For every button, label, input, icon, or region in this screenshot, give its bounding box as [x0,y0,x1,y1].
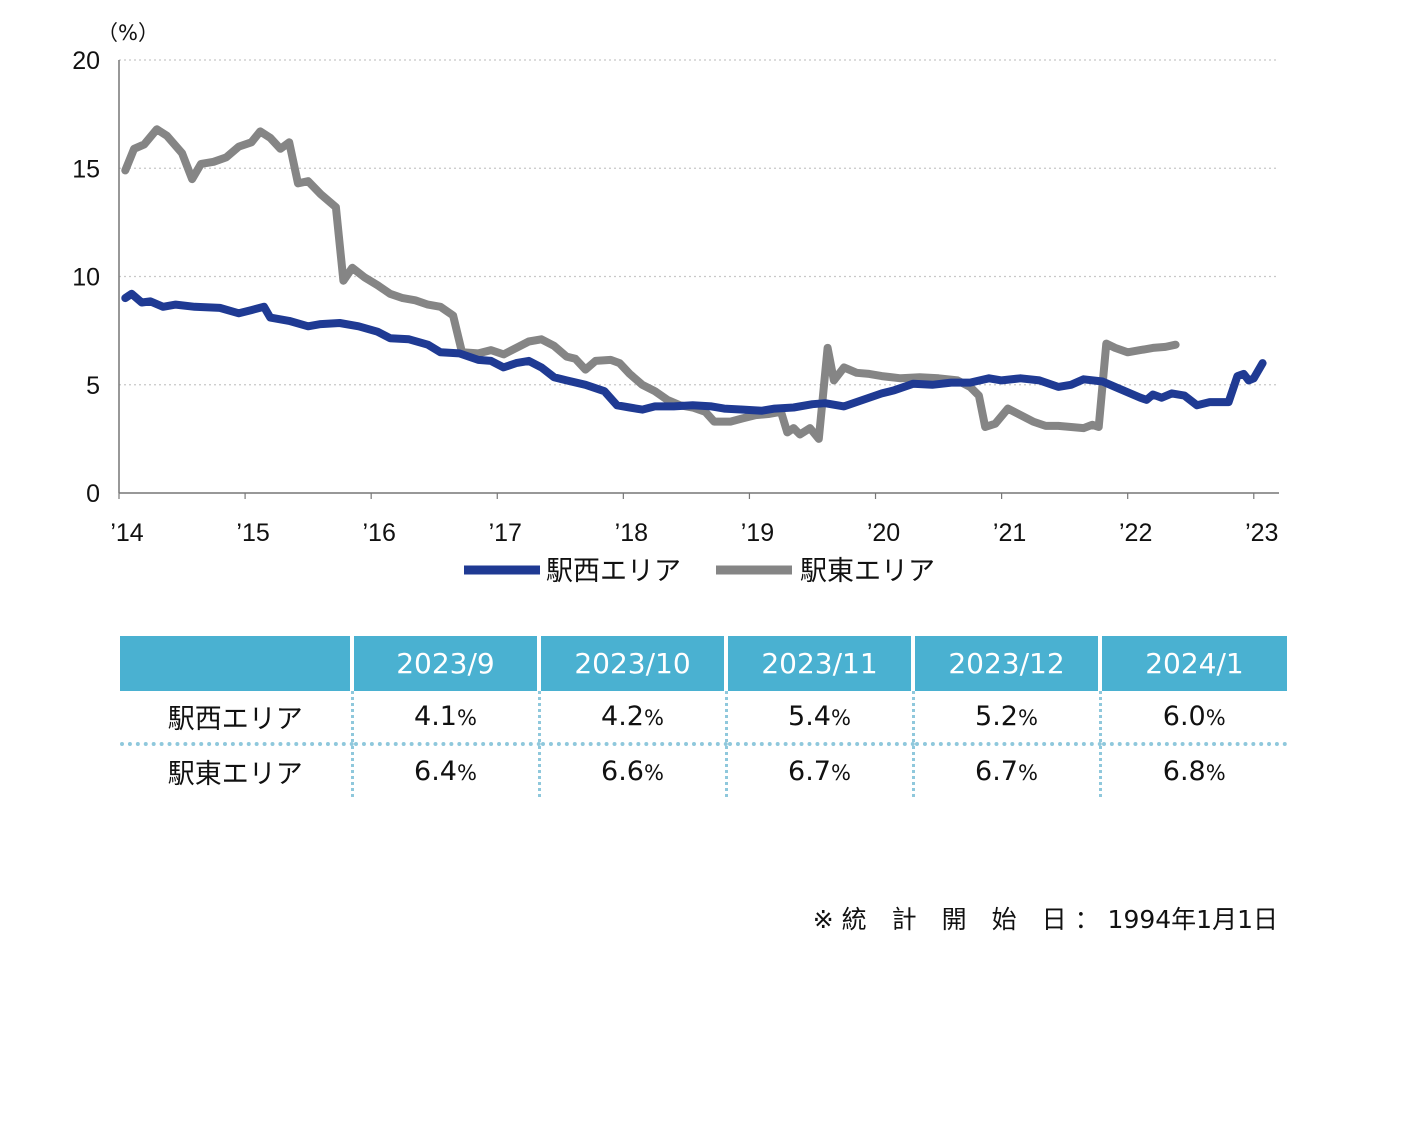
table-cell: 5.2% [911,691,1100,746]
table-cell: 4.1% [350,691,539,746]
series-layer [121,125,1267,443]
table-cell: 6.7% [911,744,1100,797]
x-tick-label: ’14 [110,519,143,547]
x-tick-label: ’15 [236,519,269,547]
table-row: 駅東エリア 6.4% 6.6% 6.7% 6.7% 6.8% [120,744,1287,797]
cell-value: 6.4 [414,756,457,787]
table-cell: 6.7% [724,744,913,797]
table-header-row: 2023/9 2023/10 2023/11 2023/12 2024/1 [120,636,1287,691]
y-axis-ticks: 0 5 10 15 20 [72,47,100,508]
cell-value: 6.0 [1162,701,1206,732]
row-label: 駅西エリア [120,691,352,746]
series-line-east [121,125,1180,443]
x-tick-label: ’23 [1245,519,1278,547]
x-tick-label: ’19 [741,519,774,547]
cell-value: 5.2 [975,701,1018,732]
cell-value: 4.1 [414,701,457,732]
cell-value: 6.6 [601,756,644,787]
y-tick-label: 5 [86,372,100,400]
table-cell: 6.6% [537,744,726,797]
legend: 駅西エリア 駅東エリア [464,556,935,587]
legend-label-east: 駅東エリア [800,556,935,587]
table-header-cell: 2024/1 [1098,636,1287,691]
y-axis-unit: （%） [97,21,159,45]
cell-value: 6.7 [788,756,831,787]
cell-value: 6.7 [975,756,1018,787]
table-cell: 4.2% [537,691,726,746]
table-cell: 6.8% [1098,744,1287,797]
x-tick-label: ’22 [1119,519,1152,547]
x-tick-label: ’16 [362,519,395,547]
x-tick-label: ’21 [993,519,1026,547]
summary-table: 2023/9 2023/10 2023/11 2023/12 2024/1 駅西… [120,636,1287,797]
y-tick-label: 10 [72,264,100,292]
footnote-start-date: ※ 統 計 開 始 日 ： 1994年1月1日 [812,905,1278,934]
cell-value: 6.8 [1162,756,1206,787]
series-line-west [121,289,1267,415]
table-cell: 5.4% [724,691,913,746]
cell-unit: % [643,706,664,730]
x-tick-label: ’17 [489,519,522,547]
table-header-corner [120,636,352,691]
cell-unit: % [456,706,477,730]
table-header-cell: 2023/12 [911,636,1100,691]
y-tick-label: 15 [72,155,100,183]
table-row: 駅西エリア 4.1% 4.2% 5.4% 5.2% 6.0% [120,691,1287,746]
cell-unit: % [1205,706,1226,730]
row-label: 駅東エリア [167,759,303,790]
table-header-cell: 2023/10 [537,636,726,691]
y-tick-label: 0 [86,480,100,508]
legend-label-west: 駅西エリア [546,556,681,587]
cell-unit: % [1017,706,1038,730]
table-cell: 6.4% [350,744,539,797]
table-header-cell: 2023/9 [350,636,539,691]
y-tick-label: 20 [72,47,100,75]
cell-value: 4.2 [601,701,644,732]
cell-unit: % [643,761,664,785]
x-tick-label: ’18 [615,519,648,547]
table-cell: 6.0% [1098,691,1287,746]
cell-unit: % [1017,761,1038,785]
table-header-cell: 2023/11 [724,636,913,691]
cell-unit: % [830,706,851,730]
cell-unit: % [830,761,851,785]
grid-lines [119,59,1279,386]
cell-unit: % [1205,761,1226,785]
x-tick-label: ’20 [867,519,900,547]
x-axis-ticks: ’14 ’15 ’16 ’17 ’18 ’19 ’20 ’21 ’22 ’23 [110,493,1278,547]
cell-unit: % [456,761,477,785]
cell-value: 5.4 [788,701,831,732]
